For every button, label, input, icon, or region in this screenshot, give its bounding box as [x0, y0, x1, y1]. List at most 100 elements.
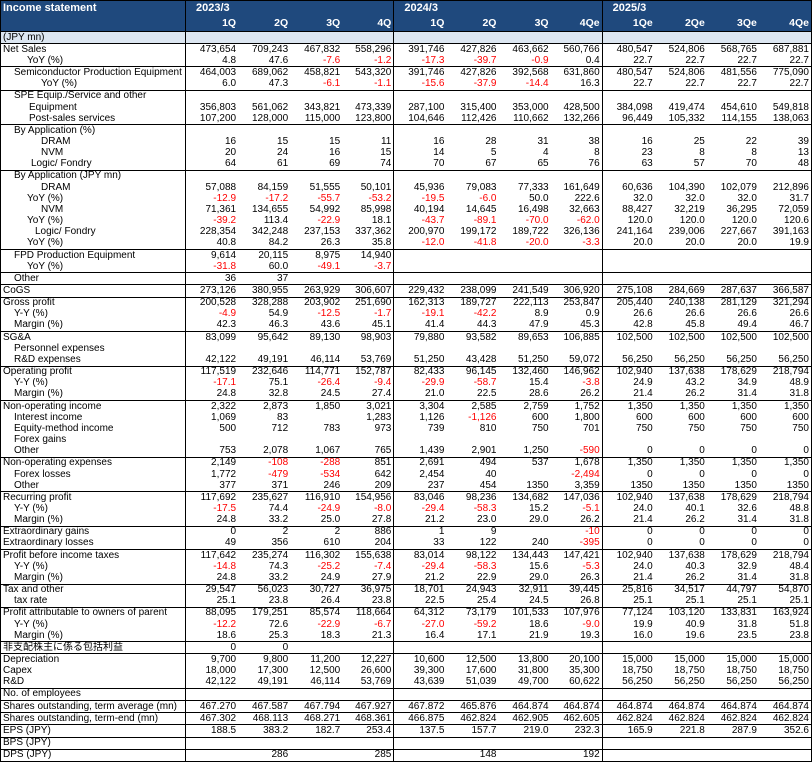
- value-cell: 85,574: [309, 607, 341, 619]
- value-cell: 25.1: [737, 595, 757, 607]
- table-row: FPD Production Equipment 9,614 20,115 8,975…: [1, 248, 811, 262]
- value-cell: [238, 343, 290, 354]
- value-cell: 56,250: [778, 676, 809, 688]
- value-cell: [707, 343, 759, 354]
- value-cell: 467.794: [304, 701, 341, 712]
- value-cell: 454,610: [720, 101, 757, 113]
- value-cell: 391,746: [408, 44, 445, 55]
- value-cell: 464,003: [199, 67, 237, 79]
- table-row: Semiconductor Production Equipment 464,00…: [1, 66, 811, 79]
- value-cell: [603, 250, 655, 261]
- value-cell: 16.3: [551, 78, 603, 90]
- value-cell: -5.3: [551, 561, 603, 573]
- value-cell: 47.9: [529, 319, 549, 331]
- value-cell: 467.302: [199, 713, 237, 724]
- value-cell: 113.4: [263, 215, 289, 227]
- value-cell: 0: [803, 468, 809, 480]
- table-row: Operating profit 117,519 232,646 114,771 152…: [1, 365, 811, 378]
- value-cell: 20.0: [633, 237, 653, 249]
- value-cell: 189,722: [512, 226, 549, 238]
- value-cell: 31.8: [789, 514, 809, 526]
- value-cell: 1,678: [551, 457, 603, 469]
- value-cell: 54,992: [309, 204, 341, 215]
- row-label: Shares outstanding, term-end (mn): [1, 713, 186, 725]
- value-cell: 199,172: [460, 226, 497, 238]
- value-cell: 28.6: [529, 388, 549, 400]
- value-cell: -9.4: [342, 377, 395, 389]
- value-cell: 600: [531, 412, 549, 423]
- value-cell: 15.2: [529, 503, 549, 514]
- value-cell: 203,902: [304, 297, 341, 309]
- value-cell: 26.2: [685, 388, 705, 400]
- value-cell: 24.8: [216, 388, 237, 400]
- value-cell: -27.0: [421, 618, 445, 630]
- value-cell: -395: [551, 537, 603, 550]
- value-cell: 105,332: [668, 113, 705, 124]
- row-label: NVM: [1, 147, 186, 159]
- value-cell: -3.7: [342, 261, 395, 273]
- table-row: YoY (%) -12.9 -17.2 -55.7 -53.2 -19.5 -6.0 50.0…: [1, 193, 811, 205]
- value-cell: 0: [751, 445, 757, 457]
- table-row: DRAM 57,088 84,159 51,555 50,101 45,936 79,083…: [1, 182, 811, 194]
- value-cell: [759, 273, 811, 284]
- value-cell: 232,646: [252, 366, 289, 378]
- value-cell: 134,443: [512, 550, 549, 561]
- value-cell: [394, 434, 446, 445]
- value-cell: [498, 343, 550, 354]
- value-cell: [551, 434, 603, 446]
- value-cell: 60.0: [268, 261, 289, 272]
- value-cell: 45.3: [551, 319, 603, 332]
- value-cell: 465.876: [460, 701, 497, 712]
- value-cell: 47.6: [268, 55, 289, 66]
- row-label: Profit before income taxes: [1, 550, 186, 562]
- value-cell: 464.874: [512, 701, 549, 712]
- value-cell: [446, 689, 498, 700]
- value-cell: 89,653: [517, 332, 549, 343]
- value-cell: [655, 738, 707, 749]
- value-cell: -17.5: [213, 503, 237, 514]
- value-cell: -9.0: [551, 618, 603, 631]
- value-cell: 1,069: [211, 412, 237, 423]
- value-cell: -62.0: [551, 215, 603, 227]
- value-cell: 89,130: [309, 332, 341, 343]
- value-cell: 56,250: [622, 676, 653, 688]
- value-cell: 8: [699, 147, 705, 159]
- value-cell: 464.874: [772, 701, 809, 712]
- table-row: Capex 18,000 17,300 12,500 26,600 39,300 17,60…: [1, 665, 811, 677]
- value-cell: 16.4: [424, 630, 445, 641]
- value-cell: 600: [740, 412, 757, 423]
- row-label: Margin (%): [1, 319, 186, 332]
- value-cell: [759, 738, 811, 749]
- table-row: Forex losses 1,772 -479 -534 642 2,454 40 -2,49…: [1, 468, 811, 481]
- value-cell: 241,164: [616, 226, 653, 238]
- unit-cell: [603, 32, 655, 43]
- value-cell: 103,120: [668, 607, 705, 619]
- value-cell: 40,194: [413, 204, 445, 215]
- value-cell: [498, 434, 550, 445]
- value-cell: 115,000: [304, 113, 341, 124]
- value-cell: -42.2: [473, 308, 497, 320]
- value-cell: 102,940: [616, 550, 653, 561]
- unit-cell: [186, 32, 238, 43]
- value-cell: 23: [641, 147, 653, 159]
- value-cell: 240: [531, 537, 549, 549]
- value-cell: 41.4: [424, 319, 445, 331]
- value-cell: 1: [438, 526, 445, 538]
- value-cell: 64,312: [413, 607, 445, 619]
- value-cell: 117,642: [200, 550, 237, 561]
- value-cell: 178,629: [720, 550, 757, 561]
- value-cell: [290, 642, 342, 653]
- value-cell: -7.4: [342, 561, 395, 573]
- value-cell: 26.6: [737, 308, 757, 320]
- value-cell: 102,500: [668, 332, 705, 343]
- value-cell: [498, 91, 550, 102]
- value-cell: -12.9: [213, 193, 237, 204]
- value-cell: 137,638: [668, 366, 705, 378]
- value-cell: [551, 642, 603, 654]
- value-cell: 24.8: [216, 572, 237, 583]
- value-cell: 83,014: [413, 550, 445, 561]
- period-header: 3Qe: [737, 17, 757, 30]
- value-cell: 235,627: [252, 492, 289, 503]
- value-cell: 27.9: [342, 572, 395, 584]
